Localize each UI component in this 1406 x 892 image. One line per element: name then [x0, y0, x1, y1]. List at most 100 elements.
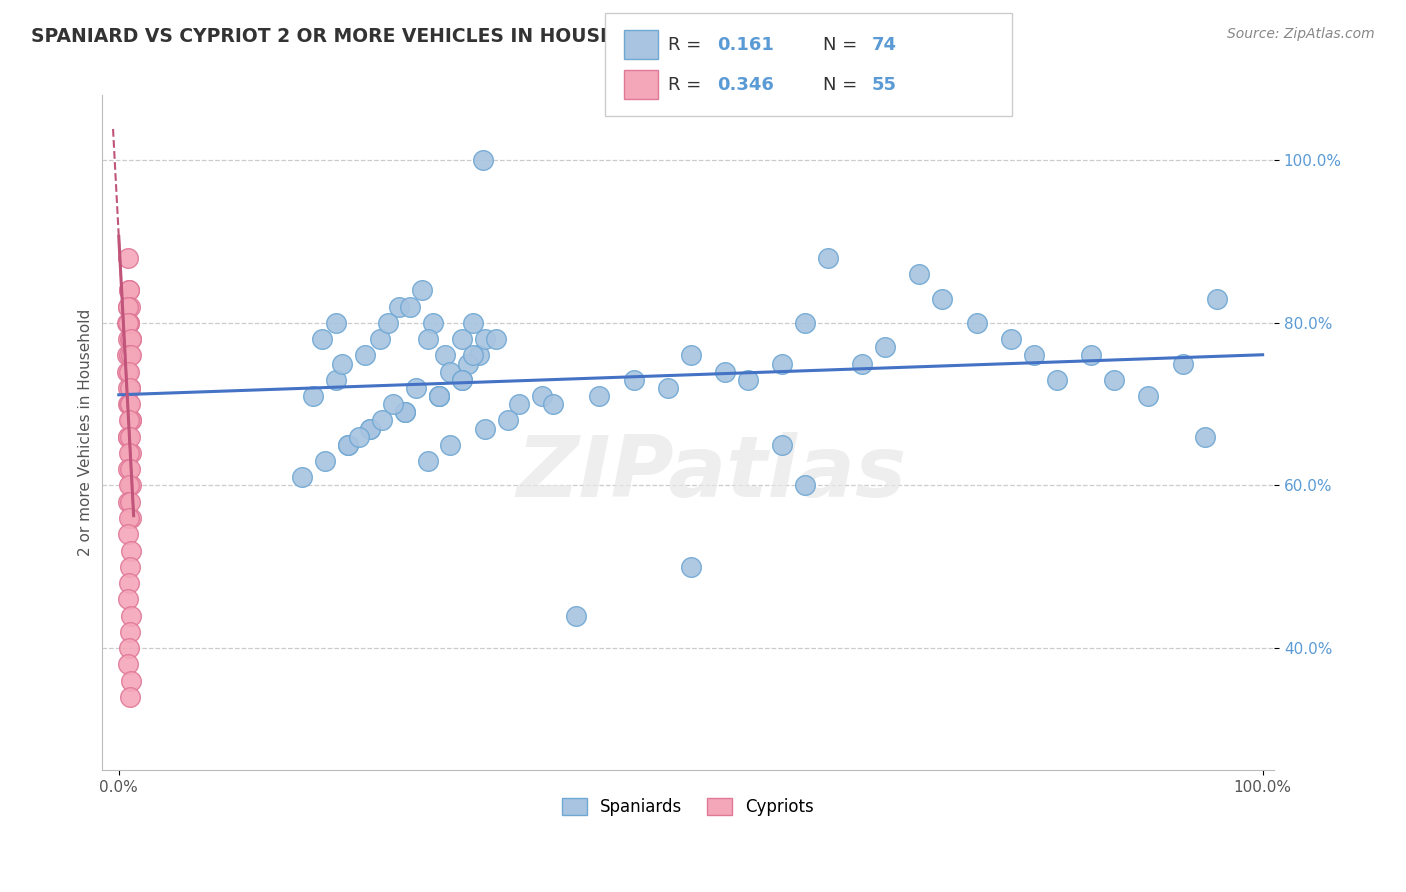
Point [382, 397, 405, 411]
Point [565, 608, 588, 623]
Point [120, 446, 142, 460]
Point [118, 641, 141, 656]
Point [117, 494, 139, 508]
Point [1102, 373, 1125, 387]
Point [120, 300, 142, 314]
Point [118, 365, 141, 379]
Point [405, 381, 427, 395]
Point [399, 300, 422, 314]
Point [1046, 373, 1069, 387]
Point [117, 430, 139, 444]
Point [120, 511, 142, 525]
Point [463, 348, 485, 362]
Point [120, 430, 142, 444]
Point [120, 332, 142, 346]
Point [737, 373, 759, 387]
Point [496, 413, 519, 427]
Point [353, 348, 375, 362]
Point [118, 284, 141, 298]
Point [931, 292, 953, 306]
Text: R =: R = [668, 76, 707, 94]
Point [416, 332, 439, 346]
Point [543, 397, 565, 411]
Point [427, 389, 450, 403]
Point [115, 365, 138, 379]
Point [302, 389, 325, 403]
Point [1137, 389, 1160, 403]
Point [714, 365, 737, 379]
Point [120, 413, 142, 427]
Point [474, 332, 496, 346]
Point [314, 454, 336, 468]
Point [451, 373, 474, 387]
Point [679, 348, 702, 362]
Y-axis label: 2 or more Vehicles in Household: 2 or more Vehicles in Household [79, 309, 93, 557]
Point [117, 251, 139, 265]
Point [311, 332, 333, 346]
Point [1022, 348, 1045, 362]
Point [118, 413, 141, 427]
Point [117, 527, 139, 541]
Point [118, 348, 141, 362]
Point [875, 340, 897, 354]
Text: Source: ZipAtlas.com: Source: ZipAtlas.com [1227, 27, 1375, 41]
Point [117, 657, 139, 672]
Point [468, 348, 491, 362]
Point [120, 624, 142, 639]
Point [117, 397, 139, 411]
Point [679, 559, 702, 574]
Point [1194, 430, 1216, 444]
Point [120, 559, 142, 574]
Point [359, 421, 381, 435]
Point [117, 462, 139, 476]
Point [817, 251, 839, 265]
Point [411, 284, 433, 298]
Point [120, 413, 142, 427]
Point [115, 348, 138, 362]
Point [657, 381, 679, 395]
Point [120, 543, 142, 558]
Point [117, 300, 139, 314]
Point [394, 405, 416, 419]
Point [120, 332, 142, 346]
Point [291, 470, 314, 484]
Point [851, 357, 873, 371]
Point [120, 348, 142, 362]
Text: 55: 55 [872, 76, 897, 94]
Point [118, 316, 141, 330]
Point [347, 430, 370, 444]
Point [1000, 332, 1022, 346]
Point [433, 348, 456, 362]
Text: ZIPatlas: ZIPatlas [516, 432, 907, 515]
Point [118, 576, 141, 591]
Text: SPANIARD VS CYPRIOT 2 OR MORE VEHICLES IN HOUSEHOLD CORRELATION CHART: SPANIARD VS CYPRIOT 2 OR MORE VEHICLES I… [31, 27, 903, 45]
Point [118, 397, 141, 411]
Point [120, 478, 142, 492]
Point [118, 316, 141, 330]
Point [474, 421, 496, 435]
Point [336, 438, 359, 452]
Point [371, 413, 394, 427]
Point [439, 365, 461, 379]
Point [966, 316, 988, 330]
Point [117, 430, 139, 444]
Point [451, 332, 474, 346]
Point [427, 389, 450, 403]
Point [588, 389, 610, 403]
Point [530, 389, 553, 403]
Point [120, 690, 142, 704]
Point [325, 316, 347, 330]
Point [463, 316, 485, 330]
Point [508, 397, 530, 411]
Point [120, 462, 142, 476]
Text: 0.161: 0.161 [717, 36, 773, 54]
Point [416, 454, 439, 468]
Point [471, 153, 494, 168]
Point [120, 348, 142, 362]
Point [120, 332, 142, 346]
Point [330, 357, 353, 371]
Point [120, 381, 142, 395]
Point [325, 373, 347, 387]
Point [794, 478, 817, 492]
Point [908, 267, 931, 281]
